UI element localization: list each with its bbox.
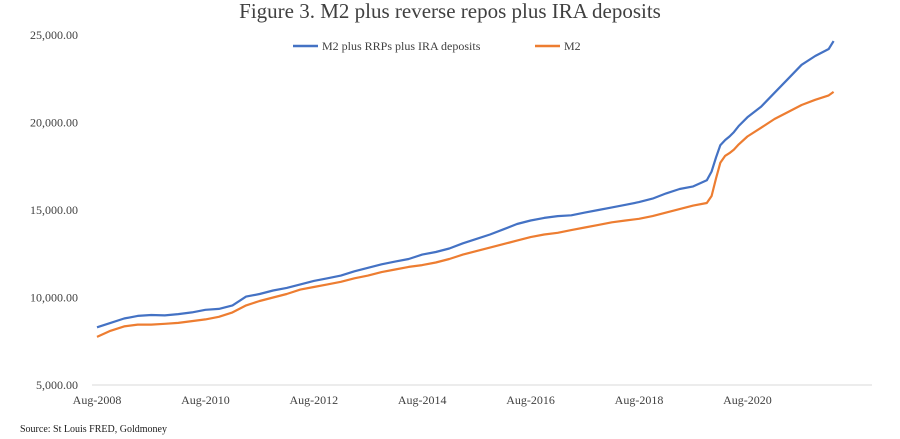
y-tick-label: 25,000.00	[30, 28, 78, 42]
chart-legend: M2 plus RRPs plus IRA deposits M2	[293, 39, 581, 53]
y-tick-label: 5,000.00	[36, 378, 78, 392]
y-tick-label: 20,000.00	[30, 116, 78, 130]
x-tick-label: Aug-2016	[506, 393, 555, 407]
x-tick-label: Aug-2012	[289, 393, 338, 407]
x-tick-label: Aug-2010	[181, 393, 230, 407]
chart-title: Figure 3. M2 plus reverse repos plus IRA…	[239, 0, 661, 23]
series-line-1	[96, 40, 835, 329]
x-tick-label: Aug-2018	[615, 393, 664, 407]
series-lines	[96, 40, 835, 338]
x-axis: Aug-2008 Aug-2010 Aug-2012 Aug-2014 Aug-2016…	[73, 393, 772, 407]
y-tick-label: 15,000.00	[30, 203, 78, 217]
legend-label-series-1: M2 plus RRPs plus IRA deposits	[322, 39, 481, 53]
x-tick-label: Aug-2020	[723, 393, 772, 407]
x-tick-label: Aug-2014	[398, 393, 447, 407]
x-tick-label: Aug-2008	[73, 393, 122, 407]
y-tick-label: 10,000.00	[30, 291, 78, 305]
legend-label-series-2: M2	[564, 39, 581, 53]
series-line-2	[96, 91, 835, 338]
source-note: Source: St Louis FRED, Goldmoney	[20, 424, 167, 435]
y-axis: 5,000.00 10,000.00 15,000.00 20,000.00 25,00…	[30, 28, 78, 392]
